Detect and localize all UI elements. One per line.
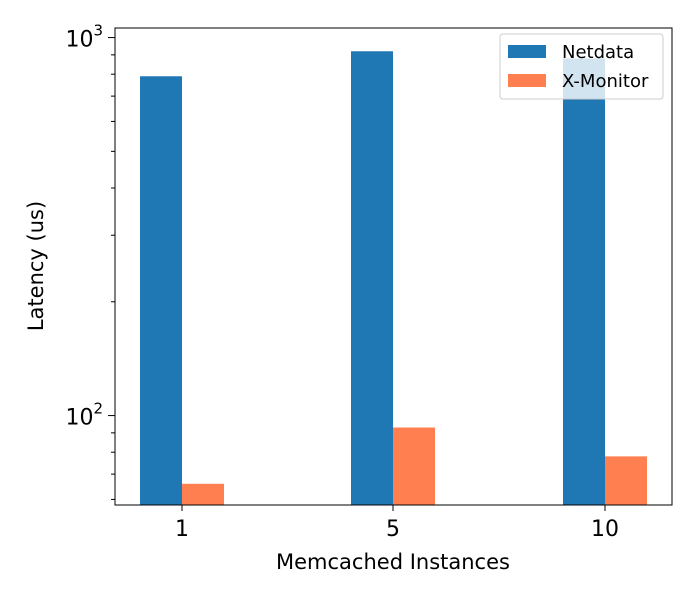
x-ticks: 1 5 10 xyxy=(175,505,619,542)
plot-frame xyxy=(114,27,673,506)
bar-x-monitor-5 xyxy=(393,427,435,505)
x-axis-label: Memcached Instances xyxy=(276,550,510,574)
bar-x-monitor-10 xyxy=(605,456,647,505)
bar-netdata-5 xyxy=(351,51,393,506)
bar-netdata-1 xyxy=(140,76,182,505)
bar-netdata-10 xyxy=(563,58,605,505)
y-tick-label: 103 xyxy=(65,22,103,53)
y-ticks: 102 103 xyxy=(65,22,115,500)
x-tick-label: 10 xyxy=(591,517,619,542)
y-tick-label: 102 xyxy=(65,400,103,431)
legend-label-x-monitor: X-Monitor xyxy=(562,71,649,92)
x-tick-label: 5 xyxy=(386,517,400,542)
bars-group xyxy=(140,51,647,506)
bar-x-monitor-1 xyxy=(182,483,224,505)
legend: Netdata X-Monitor xyxy=(499,33,664,100)
legend-swatch-x-monitor xyxy=(508,74,546,87)
y-axis-label: Latency (us) xyxy=(24,201,48,331)
x-tick-label: 1 xyxy=(175,517,189,542)
legend-swatch-netdata xyxy=(508,45,546,58)
legend-label-netdata: Netdata xyxy=(562,42,634,63)
